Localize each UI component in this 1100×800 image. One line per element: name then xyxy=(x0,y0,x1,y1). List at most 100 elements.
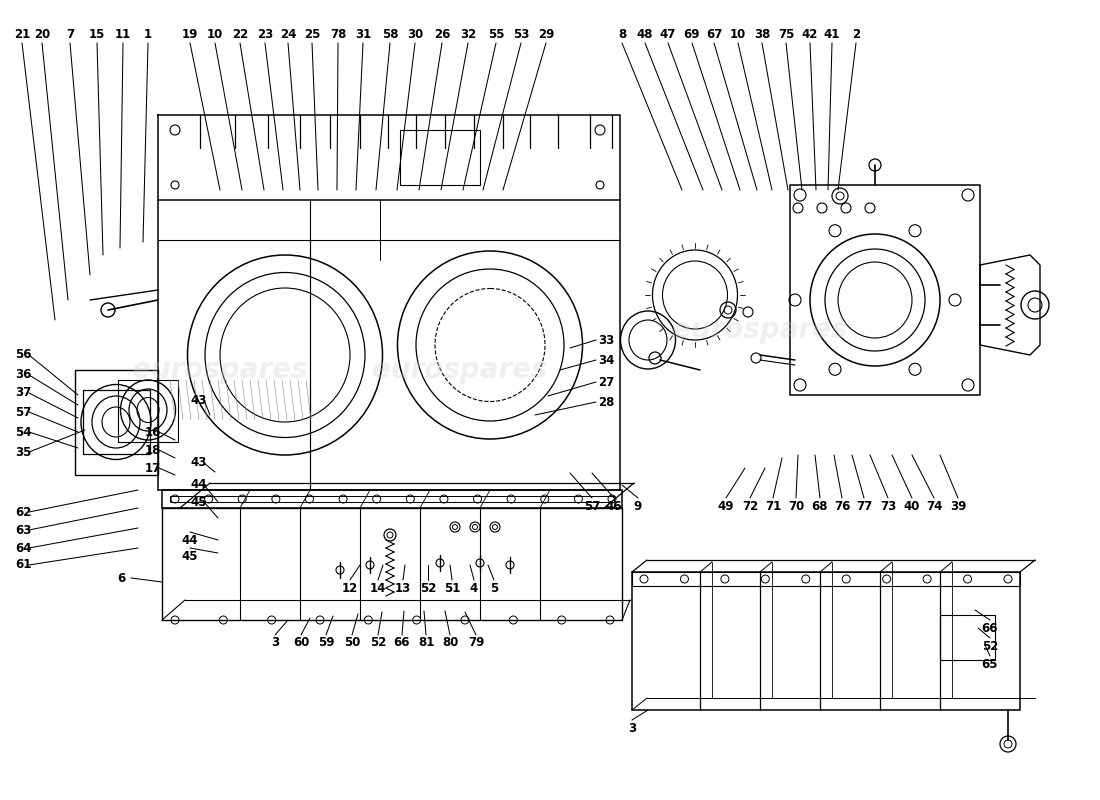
Text: 14: 14 xyxy=(370,582,386,594)
Text: eurospares: eurospares xyxy=(372,356,548,384)
Text: 46: 46 xyxy=(606,499,623,513)
Text: 55: 55 xyxy=(487,29,504,42)
Text: 48: 48 xyxy=(637,29,653,42)
Bar xyxy=(400,130,480,185)
Bar xyxy=(790,185,980,395)
Text: 10: 10 xyxy=(207,29,223,42)
Text: 31: 31 xyxy=(355,29,371,42)
Text: 21: 21 xyxy=(14,29,30,42)
Text: 30: 30 xyxy=(407,29,424,42)
Text: 80: 80 xyxy=(442,637,459,650)
Text: 24: 24 xyxy=(279,29,296,42)
Text: 6: 6 xyxy=(117,571,125,585)
Text: 79: 79 xyxy=(468,637,484,650)
Text: eurospares: eurospares xyxy=(132,356,308,384)
Text: 74: 74 xyxy=(926,499,943,513)
Text: 44: 44 xyxy=(182,534,198,546)
Text: 64: 64 xyxy=(15,542,32,554)
Text: 36: 36 xyxy=(15,369,32,382)
Text: 49: 49 xyxy=(717,499,735,513)
Text: 27: 27 xyxy=(598,375,614,389)
Text: 3: 3 xyxy=(628,722,636,734)
Text: 68: 68 xyxy=(812,499,828,513)
Text: 78: 78 xyxy=(330,29,346,42)
Text: 26: 26 xyxy=(433,29,450,42)
Bar xyxy=(632,572,1020,586)
Text: 77: 77 xyxy=(856,499,872,513)
Text: 32: 32 xyxy=(460,29,476,42)
Text: 34: 34 xyxy=(598,354,615,366)
Text: 75: 75 xyxy=(778,29,794,42)
Text: 45: 45 xyxy=(182,550,198,562)
Text: 29: 29 xyxy=(538,29,554,42)
Text: 81: 81 xyxy=(418,637,434,650)
Text: 59: 59 xyxy=(318,637,334,650)
Text: 45: 45 xyxy=(190,495,207,509)
Text: 67: 67 xyxy=(706,29,723,42)
Text: 58: 58 xyxy=(382,29,398,42)
Text: 40: 40 xyxy=(904,499,921,513)
Text: 9: 9 xyxy=(634,499,642,513)
Text: 11: 11 xyxy=(114,29,131,42)
Text: 41: 41 xyxy=(824,29,840,42)
Text: 62: 62 xyxy=(15,506,32,518)
Bar xyxy=(82,390,150,454)
Bar xyxy=(118,380,178,442)
Text: 22: 22 xyxy=(232,29,249,42)
Text: 5: 5 xyxy=(490,582,498,594)
Text: 76: 76 xyxy=(834,499,850,513)
Text: 25: 25 xyxy=(304,29,320,42)
Text: 43: 43 xyxy=(190,457,207,470)
Text: 10: 10 xyxy=(730,29,746,42)
Text: 13: 13 xyxy=(395,582,411,594)
Text: 39: 39 xyxy=(949,499,966,513)
Bar xyxy=(75,370,158,475)
Text: 20: 20 xyxy=(34,29,51,42)
Text: 50: 50 xyxy=(344,637,360,650)
Text: 43: 43 xyxy=(190,394,207,406)
Text: 65: 65 xyxy=(981,658,999,670)
Text: 3: 3 xyxy=(271,637,279,650)
Text: 16: 16 xyxy=(145,426,162,438)
Text: 37: 37 xyxy=(15,386,31,399)
Text: 2: 2 xyxy=(851,29,860,42)
Text: 44: 44 xyxy=(190,478,207,491)
Text: 51: 51 xyxy=(443,582,460,594)
Text: 7: 7 xyxy=(66,29,74,42)
Text: 23: 23 xyxy=(257,29,273,42)
Text: 28: 28 xyxy=(598,395,615,409)
Text: 47: 47 xyxy=(660,29,676,42)
Text: 1: 1 xyxy=(144,29,152,42)
Text: 42: 42 xyxy=(802,29,818,42)
Text: 35: 35 xyxy=(15,446,32,458)
Bar xyxy=(940,615,996,660)
Text: 17: 17 xyxy=(145,462,162,474)
Text: 18: 18 xyxy=(145,443,162,457)
Text: 12: 12 xyxy=(342,582,359,594)
Text: 15: 15 xyxy=(89,29,106,42)
Text: 4: 4 xyxy=(470,582,478,594)
Text: 53: 53 xyxy=(513,29,529,42)
Text: 63: 63 xyxy=(15,523,32,537)
Text: 33: 33 xyxy=(598,334,614,346)
Text: 66: 66 xyxy=(981,622,999,634)
Text: 52: 52 xyxy=(370,637,386,650)
Bar xyxy=(632,572,1020,710)
Text: 71: 71 xyxy=(764,499,781,513)
Text: 56: 56 xyxy=(15,349,32,362)
Text: 72: 72 xyxy=(741,499,758,513)
Bar xyxy=(170,496,614,502)
Text: 66: 66 xyxy=(394,637,410,650)
Text: eurospares: eurospares xyxy=(672,316,848,344)
Text: 19: 19 xyxy=(182,29,198,42)
Text: 54: 54 xyxy=(15,426,32,438)
Text: 60: 60 xyxy=(293,637,309,650)
Text: 73: 73 xyxy=(880,499,896,513)
Text: 38: 38 xyxy=(754,29,770,42)
Bar xyxy=(162,490,621,508)
Text: 57: 57 xyxy=(15,406,32,418)
Text: 52: 52 xyxy=(982,639,998,653)
Text: 52: 52 xyxy=(420,582,437,594)
Text: 70: 70 xyxy=(788,499,804,513)
Text: 57: 57 xyxy=(584,499,601,513)
